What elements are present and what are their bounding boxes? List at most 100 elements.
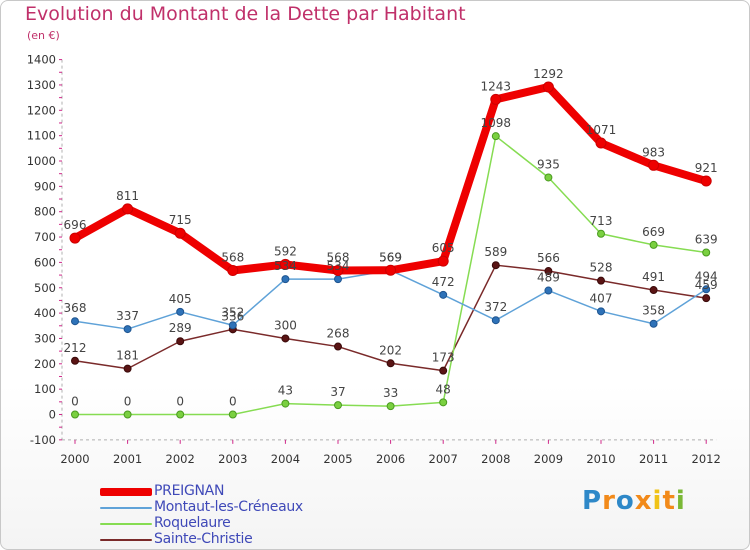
data-label: 811 [116,189,139,203]
data-point [123,410,132,419]
data-label: 1292 [533,67,564,81]
data-point [71,317,79,326]
data-point [281,399,290,408]
data-label: 669 [642,225,665,239]
data-label: 715 [169,213,192,227]
data-label: 336 [221,309,244,323]
data-label: 202 [379,343,402,357]
x-tick-label: 2012 [692,452,721,466]
data-point [228,410,237,419]
x-tick-label: 2001 [113,452,142,466]
data-label: 568 [221,251,244,265]
data-point [228,321,237,330]
data-label: 459 [695,278,718,292]
legend-swatch [100,507,152,509]
legend-label: Montaut-les-Créneaux [154,499,303,515]
data-label: 48 [436,382,451,396]
data-point [69,232,81,244]
x-tick-label: 2002 [166,452,195,466]
data-label: 300 [274,318,297,332]
data-label: 407 [590,291,613,305]
data-point [597,229,605,238]
data-label: 935 [537,157,560,171]
y-tick-label: 100 [34,382,56,396]
data-point [490,93,502,105]
legend-swatch [100,523,152,525]
y-tick-label: 1400 [27,53,56,67]
data-label: 0 [124,395,132,409]
x-tick-label: 2004 [271,452,300,466]
data-label: 472 [432,275,455,289]
data-label: 534 [274,259,297,273]
data-label: 528 [590,261,613,275]
data-point [385,264,397,276]
data-point [439,398,448,407]
data-label: 1243 [481,79,512,93]
data-point [544,173,553,182]
data-point [491,132,500,141]
data-point [595,137,607,149]
y-tick-label: 1200 [27,103,56,117]
data-point [334,275,342,284]
data-point [649,319,658,328]
data-point [597,276,605,285]
x-tick-label: 2011 [639,452,668,466]
data-label: 489 [537,271,560,285]
y-tick-label: 1300 [27,78,56,92]
data-label: 0 [229,395,237,409]
x-tick-label: 2005 [323,452,352,466]
data-point [597,307,605,316]
x-tick-label: 2006 [376,452,405,466]
data-label: 569 [379,250,402,264]
data-label: 37 [330,385,345,399]
x-tick-label: 2007 [429,452,458,466]
data-point [702,294,711,303]
data-point [544,267,553,276]
data-label: 494 [695,269,718,283]
data-label: 983 [642,145,665,159]
data-point [334,342,342,351]
data-label: 589 [484,245,507,259]
y-tick-label: 300 [34,331,56,345]
data-point [71,356,79,365]
data-label: 1098 [481,116,512,130]
data-label: 212 [64,341,87,355]
data-point [176,337,185,346]
data-label: 696 [64,218,87,232]
data-point [649,286,658,295]
series-line [71,82,711,275]
data-point [439,366,448,375]
data-point [386,359,395,368]
data-point [491,261,500,270]
data-point [544,286,553,295]
data-label: 181 [116,349,139,363]
y-tick-label: 0 [49,408,56,422]
proxiti-logo: Proxiti [582,486,686,516]
x-tick-label: 2003 [218,452,247,466]
data-label: 568 [327,251,350,265]
data-label: 534 [327,259,350,273]
data-label: 713 [590,214,613,228]
y-tick-label: 700 [34,230,56,244]
data-point [227,265,239,277]
y-tick-label: -100 [30,433,56,447]
data-point [334,401,342,410]
data-label: 921 [695,161,718,175]
data-label: 405 [169,292,192,306]
data-label: 372 [484,300,507,314]
data-point [176,410,185,419]
legend-label: Roquelaure [154,515,231,531]
data-label: 337 [116,309,139,323]
chart-subtitle: (en €) [27,29,60,42]
data-point [702,285,711,294]
data-label: 289 [169,321,192,335]
data-point [281,334,290,343]
data-label: 358 [642,304,665,318]
data-label: 268 [327,327,350,341]
y-tick-label: 400 [34,306,56,320]
data-label: 352 [221,305,244,319]
data-point [491,316,500,325]
legend-label: PREIGNAN [154,483,225,499]
data-point [279,258,291,270]
